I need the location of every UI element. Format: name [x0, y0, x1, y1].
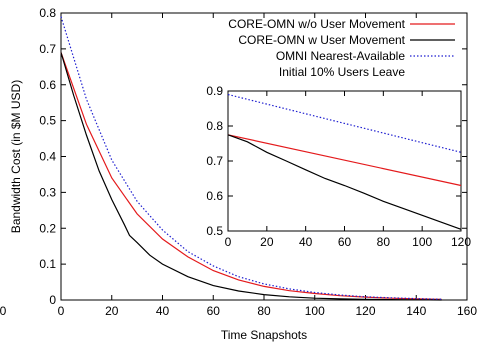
main-offscreen-tick-label: 0 [0, 304, 7, 318]
main-x-tick-label: 40 [156, 304, 170, 318]
main-y-tick-label: 0 [49, 293, 56, 307]
inset-series-line-2 [227, 134, 462, 230]
main-y-tick-label: 0.7 [39, 42, 56, 56]
legend-label-1: CORE-OMN w/o User Movement [228, 17, 405, 31]
main-y-tick-label: 0.6 [39, 78, 56, 92]
inset-y-tick-label: 0.6 [206, 189, 223, 203]
inset-x-tick-label: 20 [260, 235, 274, 249]
inset-x-tick-label: 80 [377, 235, 391, 249]
x-axis-label: Time Snapshots [221, 328, 307, 342]
main-y-tick-label: 0.3 [39, 185, 56, 199]
main-x-tick-label: 80 [257, 304, 271, 318]
inset-x-tick-label: 60 [338, 235, 352, 249]
main-x-tick-label: 140 [406, 304, 426, 318]
main-y-tick-label: 0.8 [39, 6, 56, 20]
legend-label-3: OMNI Nearest-Available [276, 49, 405, 63]
inset-x-tick-label: 40 [299, 235, 313, 249]
main-y-tick-label: 0.2 [39, 221, 56, 235]
main-y-tick-label: 0.1 [39, 257, 56, 271]
main-y-tick-label: 0.4 [39, 150, 56, 164]
inset-frame [227, 90, 462, 232]
main-series-line-2 [60, 52, 442, 301]
main-x-tick-label: 60 [207, 304, 221, 318]
inset-x-tick-label: 0 [225, 235, 232, 249]
inset-x-tick-label: 100 [412, 235, 432, 249]
legend-note: Initial 10% Users Leave [279, 65, 405, 79]
main-x-tick-label: 120 [355, 304, 375, 318]
inset-plot: 0 20 40 60 80 100 120 0.5 0.6 0.7 0.8 0.9 [206, 84, 471, 249]
main-x-tick-label: 160 [457, 304, 477, 318]
inset-series-line-1 [227, 134, 462, 187]
inset-y-tick-label: 0.9 [206, 84, 223, 98]
inset-y-tick-label: 0.5 [206, 224, 223, 238]
y-axis-label: Bandwidth Cost (in $M USD) [9, 80, 23, 233]
inset-x-tick-label: 120 [451, 235, 471, 249]
main-x-tick-label: 20 [105, 304, 119, 318]
inset-series-line-3 [227, 93, 462, 153]
main-x-tick-label: 100 [305, 304, 325, 318]
inset-y-tick-label: 0.7 [206, 154, 223, 168]
main-series-line-1 [60, 52, 442, 300]
legend-label-2: CORE-OMN w User Movement [238, 33, 405, 47]
main-x-tick-label: 0 [58, 304, 65, 318]
inset-y-tick-label: 0.8 [206, 119, 223, 133]
main-y-tick-label: 0.5 [39, 114, 56, 128]
